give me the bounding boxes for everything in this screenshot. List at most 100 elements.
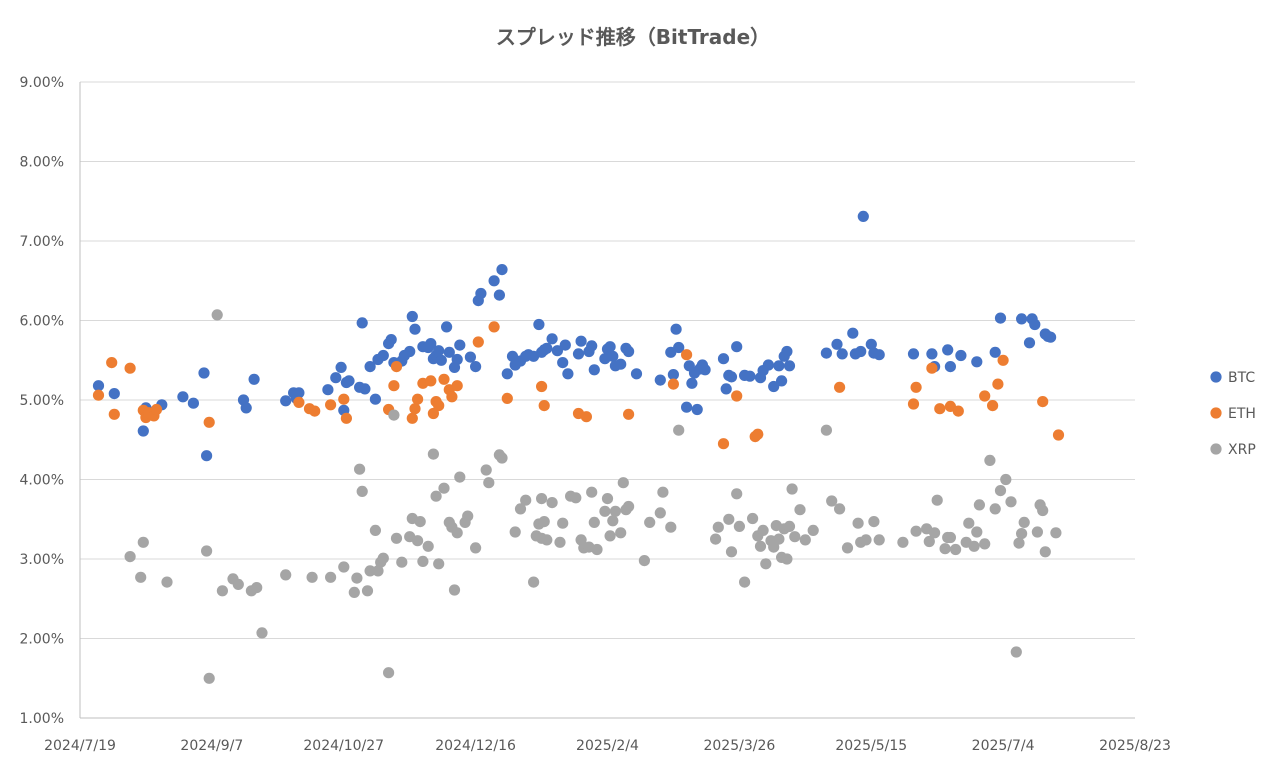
data-point-xrp (760, 558, 772, 570)
data-point-btc (404, 345, 416, 358)
data-point-eth (425, 375, 437, 387)
data-point-xrp (361, 585, 374, 597)
data-point-btc (955, 349, 967, 362)
x-tick-label: 2025/2/4 (576, 738, 639, 754)
data-point-eth (910, 381, 922, 393)
data-point-btc (546, 333, 558, 345)
data-point-xrp (1039, 546, 1051, 558)
data-point-xrp (723, 513, 735, 525)
data-point-btc (572, 348, 585, 360)
data-point-eth (752, 428, 764, 440)
data-point-btc (783, 360, 796, 372)
data-point-eth (681, 349, 693, 361)
data-point-btc (926, 348, 938, 360)
data-point-xrp (615, 527, 627, 539)
x-tick-label: 2024/10/27 (303, 738, 384, 754)
data-point-btc (847, 327, 859, 339)
data-point-xrp (601, 493, 614, 505)
x-axis-tick-labels: 2024/7/19 2024/9/7 2024/10/27 2024/12/16 202… (44, 738, 1171, 754)
data-point-btc (857, 210, 869, 222)
data-point-eth (108, 408, 120, 420)
data-point-eth (388, 380, 400, 392)
data-point-btc (356, 317, 368, 329)
data-point-eth (907, 398, 920, 410)
data-point-xrp (657, 486, 669, 498)
data-point-eth (623, 408, 635, 420)
data-point-btc (699, 364, 711, 376)
data-point-btc (865, 338, 877, 350)
data-point-eth (717, 438, 730, 450)
data-point-eth (325, 399, 337, 411)
data-point-btc (588, 364, 600, 376)
data-point-xrp (1005, 496, 1017, 508)
data-point-xrp (609, 505, 622, 517)
data-point-xrp (654, 507, 666, 519)
data-points (92, 210, 1065, 684)
data-point-xrp (944, 531, 957, 544)
data-point-btc (137, 425, 149, 437)
data-point-btc (559, 339, 571, 351)
data-point-xrp (454, 471, 466, 483)
y-tick-label: 3.00% (20, 552, 64, 568)
data-point-btc (359, 383, 371, 395)
data-point-xrp (739, 576, 751, 588)
data-point-xrp (868, 516, 880, 528)
x-tick-label: 2025/3/26 (703, 738, 775, 754)
data-point-xrp (570, 492, 582, 504)
data-point-xrp (841, 542, 854, 554)
data-point-xrp (528, 576, 540, 588)
data-point-eth (338, 393, 350, 405)
data-point-btc (989, 346, 1001, 358)
data-point-xrp (747, 512, 759, 525)
data-point-btc (562, 368, 574, 380)
data-point-xrp (546, 497, 558, 509)
data-point-btc (717, 353, 730, 365)
data-point-btc (773, 360, 785, 372)
data-point-eth (997, 354, 1009, 366)
legend-label-eth: ETH (1228, 406, 1256, 422)
data-point-xrp (351, 572, 363, 584)
legend-marker-xrp (1210, 443, 1222, 455)
data-point-btc (686, 377, 698, 389)
data-point-eth (433, 400, 445, 412)
data-point-btc (435, 354, 447, 366)
data-point-btc (330, 372, 342, 384)
data-point-btc (725, 371, 738, 383)
data-point-xrp (1000, 473, 1012, 486)
data-point-xrp (306, 571, 318, 583)
data-point-xrp (731, 488, 743, 500)
data-point-btc (475, 287, 487, 300)
y-tick-label: 4.00% (20, 473, 64, 489)
data-point-xrp (520, 494, 532, 506)
data-point-btc (409, 323, 421, 335)
data-point-xrp (211, 309, 223, 321)
data-point-xrp (665, 521, 677, 533)
data-point-xrp (480, 464, 492, 476)
x-tick-label: 2024/12/16 (435, 738, 516, 754)
legend-marker-btc (1210, 371, 1222, 383)
data-point-xrp (973, 499, 986, 511)
data-point-btc (377, 349, 389, 362)
data-point-xrp (377, 552, 389, 564)
data-point-xrp (994, 485, 1007, 497)
data-point-eth (538, 400, 550, 412)
data-point-xrp (644, 516, 656, 529)
data-point-xrp (364, 565, 376, 577)
data-point-btc (454, 339, 466, 351)
data-point-xrp (390, 532, 403, 544)
y-tick-label: 1.00% (20, 711, 64, 727)
data-point-btc (720, 383, 732, 395)
data-point-xrp (256, 627, 268, 639)
data-point-xrp (826, 495, 838, 507)
data-point-xrp (931, 494, 943, 506)
data-point-eth (731, 390, 743, 402)
data-point-btc (673, 341, 685, 354)
data-point-btc (293, 387, 305, 399)
data-point-xrp (1037, 504, 1049, 517)
data-point-btc (496, 264, 508, 276)
data-point-xrp (710, 533, 722, 545)
data-point-btc (670, 323, 682, 335)
data-point-xrp (483, 477, 495, 489)
